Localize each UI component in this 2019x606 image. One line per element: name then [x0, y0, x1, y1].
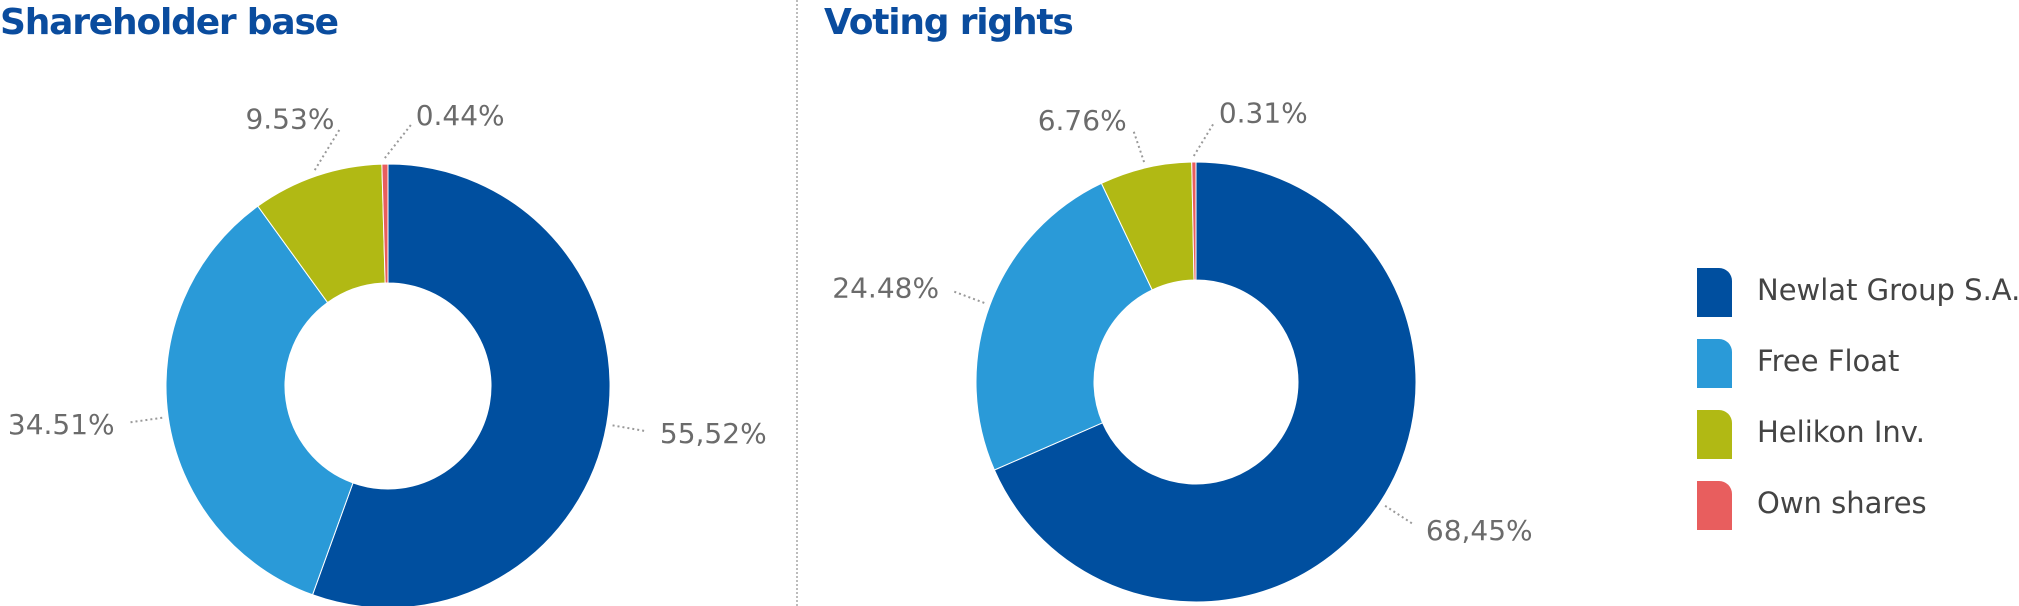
donut-chart-voting-rights: 68,45% 24.48% 6.76% 0.31% — [832, 97, 1533, 603]
donut-slice-own-shares — [1191, 161, 1197, 281]
slice-label-helikon: 6.76% — [1038, 104, 1127, 137]
legend-item-newlat: Newlat Group S.A. — [1697, 268, 2019, 339]
legend-swatch-newlat — [1697, 268, 1732, 317]
legend-label-free-float: Free Float — [1757, 344, 1900, 378]
donut-slice-own-shares — [381, 163, 389, 284]
legend-label-own-shares: Own shares — [1757, 486, 1927, 520]
leader-line-helikon — [1132, 129, 1146, 163]
donut-slice-newlat — [993, 161, 1417, 603]
donut-chart-shareholder-base: 55,52% 34.51% 9.53% 0.44% — [8, 99, 767, 606]
leader-line-free-float — [952, 290, 985, 304]
slice-label-helikon: 9.53% — [245, 103, 334, 136]
leader-line-newlat — [612, 424, 647, 433]
legend-item-free-float: Free Float — [1697, 339, 2019, 410]
slice-label-own-shares: 0.31% — [1219, 97, 1308, 130]
legend-label-newlat: Newlat Group S.A. — [1757, 273, 2019, 307]
legend-item-helikon: Helikon Inv. — [1697, 410, 2019, 481]
slice-label-own-shares: 0.44% — [416, 99, 505, 132]
donut-slice-free-float — [165, 205, 354, 596]
legend-swatch-own-shares — [1697, 481, 1732, 530]
panel-divider — [796, 0, 798, 606]
legend-swatch-helikon — [1697, 410, 1732, 459]
chart-title-voting-rights: Voting rights — [824, 2, 1074, 43]
legend-label-helikon: Helikon Inv. — [1757, 415, 1925, 449]
slice-label-newlat: 55,52% — [660, 417, 767, 450]
leader-line-helikon — [313, 127, 342, 171]
slice-label-newlat: 68,45% — [1426, 514, 1533, 547]
leader-line-free-float — [128, 416, 163, 424]
leader-line-newlat — [1384, 504, 1415, 526]
slice-label-free-float: 34.51% — [8, 408, 115, 441]
donut-slice-newlat — [311, 163, 611, 606]
leader-line-own-shares — [384, 124, 412, 159]
chart-title-shareholder-base: Shareholder base — [0, 2, 339, 43]
donut-slice-free-float — [975, 182, 1153, 471]
legend-swatch-free-float — [1697, 339, 1732, 388]
legend: Newlat Group S.A. Free Float Helikon Inv… — [1697, 268, 2019, 552]
leader-line-own-shares — [1192, 122, 1215, 157]
legend-item-own-shares: Own shares — [1697, 481, 2019, 552]
slice-label-free-float: 24.48% — [832, 272, 939, 305]
